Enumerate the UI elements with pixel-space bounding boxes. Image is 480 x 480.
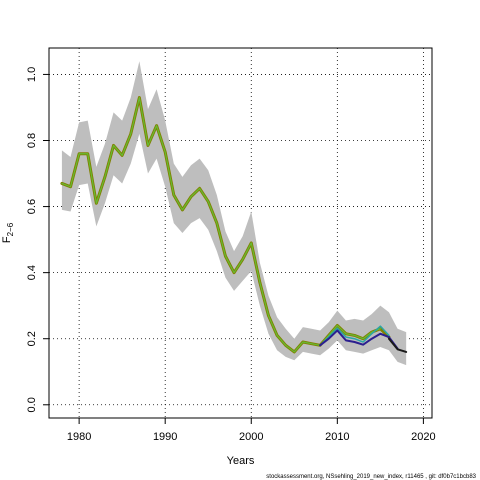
grid	[49, 48, 432, 418]
x-tick-label-2: 2000	[239, 431, 263, 443]
x-tick-label-4: 2020	[411, 431, 435, 443]
y-tick-label-1: 0.2	[26, 331, 38, 346]
y-tick-label-2: 0.4	[26, 265, 38, 280]
confidence-band	[61, 61, 407, 366]
y-axis: 0.0 0.2 0.4 0.6 0.8 1.0	[26, 67, 49, 412]
footnote: stockassessment.org, NSsehling_2019_new_…	[266, 474, 476, 480]
series-line-2	[319, 325, 390, 347]
y-tick-label-4: 0.8	[26, 133, 38, 148]
series-line-3	[319, 329, 399, 350]
y-tick-label-0: 0.0	[26, 397, 38, 412]
plot-frame	[48, 47, 433, 419]
y-tick-label-5: 1.0	[26, 67, 38, 82]
series-line-1	[61, 96, 381, 353]
confidence-band-layer	[61, 61, 407, 366]
y-tick-label-3: 0.6	[26, 199, 38, 214]
y-axis-title: F2−6	[1, 222, 15, 243]
series-line-4	[387, 337, 408, 353]
y-axis-title-subscript: 2−6	[6, 222, 15, 236]
x-axis-title: Years	[227, 455, 255, 467]
series-layer	[60, 96, 408, 354]
x-tick-label-0: 1980	[67, 431, 91, 443]
x-tick-label-1: 1990	[153, 431, 177, 443]
x-axis: 1980 1990 2000 2010 2020	[67, 417, 436, 443]
x-tick-label-3: 2010	[325, 431, 349, 443]
y-axis-title-main: F	[1, 236, 13, 243]
